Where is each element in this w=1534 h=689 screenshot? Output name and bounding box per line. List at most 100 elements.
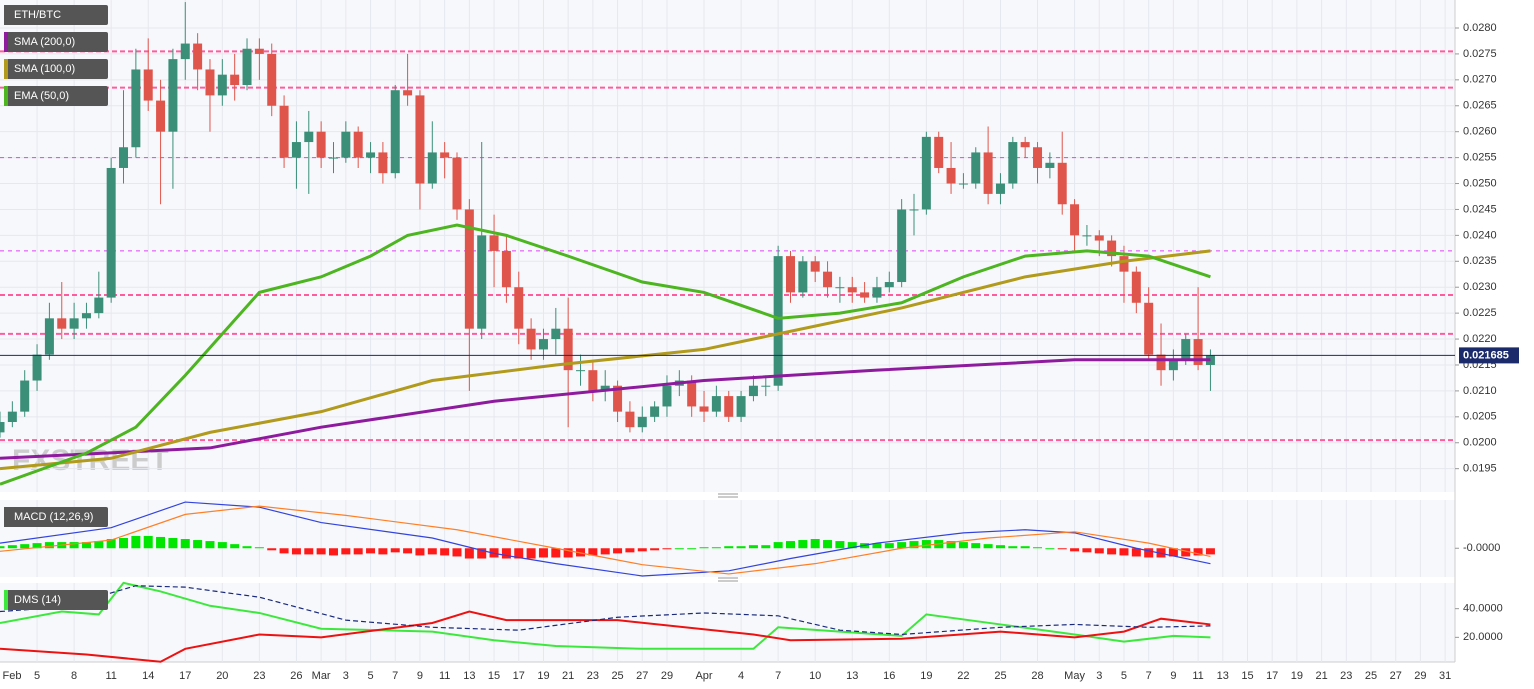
candle-body: [440, 152, 450, 158]
candle-body: [403, 90, 413, 96]
candle-body: [427, 152, 437, 184]
legend-box: [4, 507, 108, 527]
legend-label: DMS (14): [14, 594, 61, 606]
histogram-bar: [1107, 548, 1117, 555]
candle-body: [106, 167, 116, 298]
candle-body: [736, 396, 746, 417]
x-tick-label: 7: [775, 670, 781, 682]
histogram-bar: [1131, 548, 1141, 557]
histogram-bar: [724, 546, 734, 549]
dms-line: [0, 585, 1211, 636]
x-tick-label: 9: [417, 670, 423, 682]
candle-body: [1045, 162, 1055, 168]
y-tick-label: 0.0245: [1463, 203, 1497, 215]
candle-body: [576, 370, 586, 372]
x-tick-label: 13: [846, 670, 858, 682]
x-tick-label: 10: [809, 670, 821, 682]
x-tick-label: 8: [71, 670, 77, 682]
histogram-bar: [662, 548, 672, 550]
candle-body: [526, 328, 536, 350]
histogram-bar: [193, 540, 203, 549]
candle-body: [69, 318, 79, 329]
y-tick-label: -0.0000: [1463, 542, 1500, 554]
x-tick-label: 29: [661, 670, 673, 682]
histogram-bar: [1020, 546, 1030, 549]
x-tick-label: 5: [1121, 670, 1127, 682]
x-tick-label: 23: [253, 670, 265, 682]
histogram-bar: [736, 546, 746, 549]
x-tick-label: 5: [367, 670, 373, 682]
indicator-line: [0, 358, 1211, 460]
candle-body: [884, 282, 894, 288]
candle-body: [699, 406, 709, 412]
histogram-bar: [242, 546, 252, 549]
histogram-bar: [1082, 548, 1092, 553]
last-price-box: [1459, 347, 1519, 364]
candle-body: [835, 287, 845, 289]
histogram-bar: [131, 535, 141, 549]
macd-panel: [0, 500, 1455, 577]
histogram-bar: [366, 548, 376, 554]
candle-body: [205, 69, 215, 96]
histogram-bar: [452, 548, 462, 557]
histogram-bar: [267, 548, 277, 551]
x-tick-label: 7: [1146, 670, 1152, 682]
histogram-bar: [884, 543, 894, 549]
histogram-bar: [1008, 546, 1018, 549]
candle-body: [823, 271, 833, 288]
candle-body: [650, 406, 660, 417]
legend-swatch: [4, 590, 8, 610]
candle-body: [341, 131, 351, 158]
histogram-bar: [563, 548, 573, 558]
histogram-bar: [823, 540, 833, 549]
histogram-bar: [32, 543, 42, 549]
histogram-bar: [1057, 548, 1067, 550]
histogram-bar: [995, 545, 1005, 549]
x-tick-label: 15: [488, 670, 500, 682]
macd-line: [0, 501, 1211, 577]
candle-body: [168, 59, 178, 132]
histogram-bar: [625, 548, 635, 553]
x-tick-label: 17: [513, 670, 525, 682]
candle-body: [1020, 142, 1030, 148]
candle-body: [390, 90, 400, 174]
histogram-bar: [1181, 548, 1191, 557]
histogram-bar: [180, 539, 190, 549]
x-tick-label: 14: [142, 670, 154, 682]
legend-swatch: [4, 32, 8, 52]
panel-handle[interactable]: [718, 493, 738, 582]
candle-body: [1193, 339, 1203, 365]
x-tick-label: 3: [1096, 670, 1102, 682]
y-tick-label: 0.0210: [1463, 385, 1497, 397]
histogram-bar: [328, 548, 338, 556]
x-tick-label: 11: [1192, 670, 1203, 682]
candle-body: [304, 131, 314, 143]
candle-body: [909, 209, 919, 211]
candle-body: [0, 422, 5, 433]
x-tick-label: 27: [1390, 670, 1402, 682]
x-tick-label: 28: [1031, 670, 1043, 682]
x-tick-label: 19: [537, 670, 549, 682]
histogram-bar: [687, 548, 697, 550]
histogram-bar: [119, 537, 129, 549]
histogram-bar: [69, 542, 79, 549]
candle-body: [452, 157, 462, 210]
legend-label: ETH/BTC: [14, 9, 61, 21]
x-tick-label: 22: [957, 670, 969, 682]
histogram-bar: [1168, 548, 1178, 557]
x-tick-label: 13: [1217, 670, 1229, 682]
x-tick-label: Mar: [312, 670, 331, 682]
candle-body: [477, 235, 487, 329]
candle-body: [551, 328, 561, 340]
y-tick-label: 0.0270: [1463, 74, 1497, 86]
candle-body: [946, 167, 956, 184]
histogram-bar: [1045, 548, 1055, 550]
y-tick-label: 0.0275: [1463, 48, 1497, 60]
candle-body: [353, 131, 363, 158]
legend-label: SMA (100,0): [14, 63, 75, 75]
x-tick-label: 25: [1365, 670, 1377, 682]
x-tick-label: May: [1064, 670, 1085, 682]
x-tick-label: 13: [463, 670, 475, 682]
x-tick-label: 21: [562, 670, 574, 682]
